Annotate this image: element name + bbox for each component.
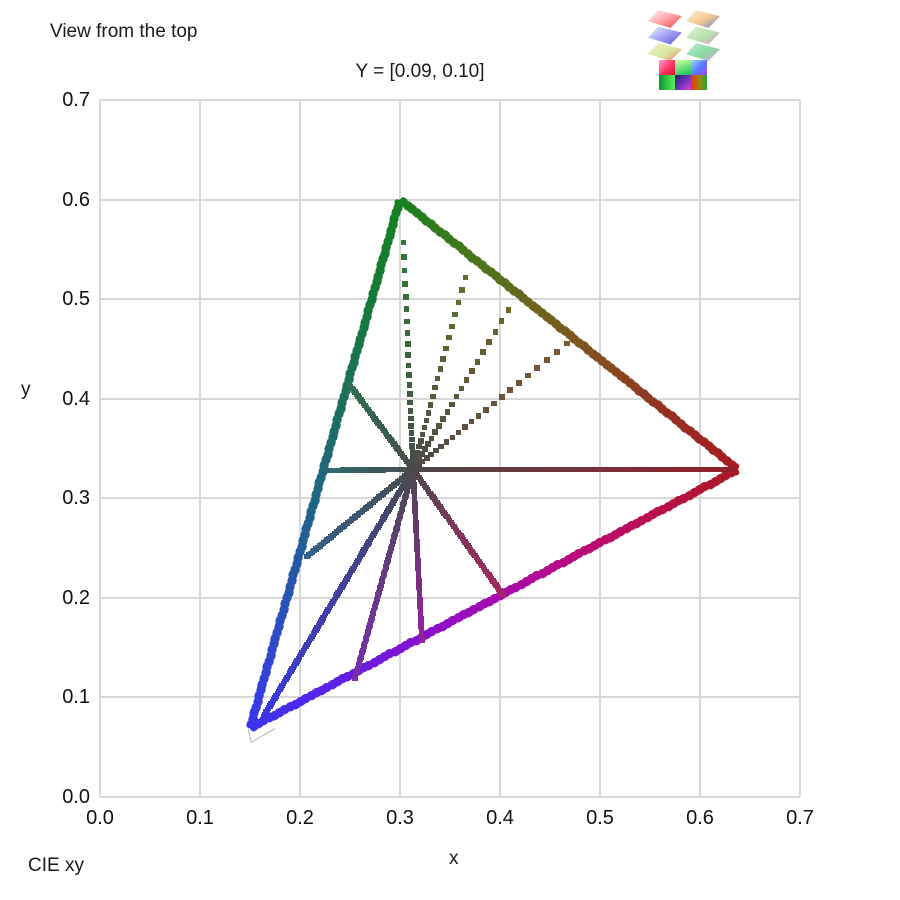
grid-vline [199, 100, 201, 797]
logo-diamond [686, 43, 720, 61]
figure-title: View from the top [50, 21, 198, 42]
color-swatch-logo [648, 8, 724, 94]
y-tick-label: 0.6 [62, 188, 90, 211]
x-tick-label: 0.2 [286, 807, 314, 829]
y-tick-label: 0.1 [62, 686, 90, 709]
grid-hline [100, 596, 800, 599]
grid-vline [799, 100, 801, 797]
x-tick-label: 0.0 [86, 807, 114, 829]
logo-diamond [686, 10, 720, 28]
y-tick-label: 0.4 [62, 387, 90, 410]
logo-cell [659, 60, 675, 75]
logo-diamond [686, 26, 720, 45]
grid-vline [99, 100, 101, 797]
grid-hline [100, 497, 800, 500]
grid-vline [699, 100, 701, 797]
logo-cell [675, 60, 691, 75]
x-tick-label: 0.7 [786, 807, 814, 829]
grid-vline [599, 100, 601, 797]
x-tick-label: 0.6 [686, 807, 714, 829]
x-tick-label: 0.5 [586, 807, 614, 829]
grid-hline [100, 796, 800, 798]
logo-cell [691, 75, 707, 90]
grid-hline [100, 198, 800, 201]
grid-hline [100, 99, 800, 101]
y-tick-label: 0.7 [62, 89, 90, 111]
logo-cell [675, 75, 691, 90]
logo-diamond [648, 10, 682, 28]
grid-hline [100, 298, 800, 301]
x-tick-label: 0.1 [186, 807, 214, 829]
grid-vline [299, 100, 301, 797]
x-tick-label: 0.3 [386, 807, 414, 829]
logo-diamond [648, 26, 682, 45]
grid-vline [399, 100, 401, 797]
logo-diamond [648, 43, 682, 61]
logo-cell [659, 75, 675, 90]
y-axis-label: y [21, 379, 31, 400]
logo-cell [691, 60, 707, 75]
y-tick-label: 0.2 [62, 586, 90, 609]
y-tick-label: 0.5 [62, 288, 90, 311]
y-tick-label: 0.3 [62, 487, 90, 510]
x-axis-label: x [449, 848, 459, 869]
x-tick-label: 0.4 [486, 807, 514, 829]
grid-vline [499, 100, 501, 797]
chart-subtitle: Y = [0.09, 0.10] [355, 61, 485, 82]
diagram-type-label: CIE xy [28, 855, 84, 876]
grid-hline [100, 696, 800, 699]
plot-area [99, 99, 801, 798]
y-tick-label: 0.0 [62, 786, 90, 808]
grid-hline [100, 397, 800, 400]
